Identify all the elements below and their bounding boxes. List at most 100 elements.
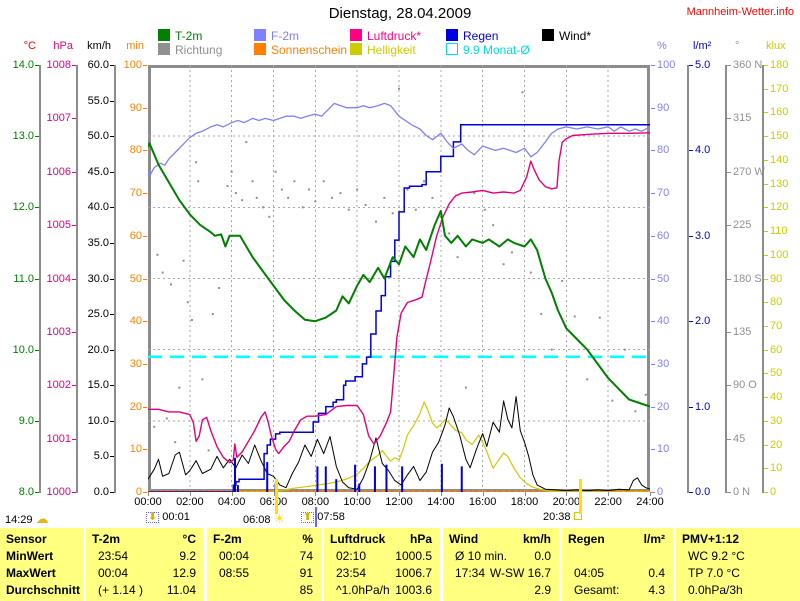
axis-line-brightness — [762, 65, 764, 493]
x-axis-label: 14:00 — [427, 496, 455, 508]
x-axis-tick — [148, 492, 149, 496]
series-richtung — [423, 180, 426, 183]
table-row: TP 7.0 °C — [676, 565, 800, 582]
axis-header-pressure: hPa — [53, 40, 73, 52]
site-link[interactable]: Mannheim-Wetter.info — [686, 6, 794, 18]
table-cell-right: 4.3 — [648, 583, 665, 597]
axis-tick-humidity: 60 — [657, 229, 670, 242]
axis-tick-direction: 360 N — [733, 59, 763, 71]
axis-tick-dash — [727, 438, 731, 440]
moonset-icon: ⬇ — [146, 512, 160, 523]
sun-icon: ☀ — [273, 511, 286, 526]
x-axis-tick — [315, 492, 317, 496]
axis-tick-wind: 45.0 — [87, 165, 109, 178]
table-cell-right: 1003.6 — [395, 583, 432, 597]
axis-tick-dash — [72, 438, 76, 440]
table-row-label: MinWert — [6, 549, 54, 563]
legend-label: T-2m — [175, 29, 203, 43]
axis-tick-brightness: 30 — [770, 414, 783, 427]
series-richtung — [561, 279, 564, 282]
x-axis-tick — [650, 492, 651, 496]
legend-label: Helligkeit — [367, 43, 416, 57]
table-header-row: Wind km/h — [443, 531, 559, 548]
axis-tick-brightness: 20 — [770, 438, 783, 451]
series-richtung — [234, 192, 237, 195]
axis-tick-humidity: 80 — [657, 144, 670, 157]
axis-tick-wind: 60.0 — [87, 59, 109, 71]
axis-tick-humidity: 10 — [657, 443, 670, 456]
series-richtung — [356, 188, 359, 191]
axis-tick-humidity: 40 — [657, 315, 670, 328]
table-row: 02:10 1000.5 — [324, 548, 440, 565]
sun-marker — [578, 479, 582, 514]
series-helligkeit — [148, 401, 650, 492]
x-axis-tick — [357, 492, 359, 496]
series-richtung — [255, 196, 258, 199]
legend-swatch-icon — [446, 43, 458, 55]
table-cell-right: 0.0 — [534, 549, 551, 563]
series-richtung — [153, 425, 156, 428]
axis-tick-sunshine: 30 — [129, 357, 142, 370]
axis-tick-dash — [764, 254, 768, 256]
series-richtung — [280, 188, 283, 191]
axis-tick-dash — [764, 88, 768, 90]
event-07-58: ⬆ 07:58 — [301, 511, 345, 523]
series-richtung — [230, 170, 233, 173]
legend-label: 9.9 Monat-Ø — [463, 43, 530, 57]
table-cell-left: 00:04 — [219, 549, 250, 563]
series-wind — [148, 396, 650, 492]
table-header-row: F-2m% — [207, 531, 321, 548]
legend-label: Wind* — [559, 29, 592, 43]
table-cell-right: 85 — [299, 583, 313, 597]
table-row-label: Sensor — [6, 532, 47, 546]
moon-marker — [314, 507, 317, 527]
axis-tick-rain: 4.0 — [695, 144, 711, 157]
series-richtung — [293, 180, 296, 183]
axis-tick-dash — [651, 65, 655, 66]
series-richtung — [211, 313, 214, 316]
table-cell-left: Ø 10 min. — [455, 549, 508, 563]
axis-tick-dash — [143, 107, 147, 109]
series-richtung — [529, 271, 532, 274]
axis-tick-dash — [35, 278, 39, 280]
x-axis-tick — [440, 492, 442, 496]
axis-tick-wind: 15.0 — [87, 379, 109, 392]
legend-item-f-2m: F-2m — [254, 29, 299, 43]
axis-tick-dash — [764, 278, 768, 280]
series-richtung — [510, 251, 513, 254]
axis-tick-temp: 9.0 — [18, 414, 34, 427]
x-axis-tick — [566, 492, 568, 496]
table-col-unit: l/m² — [643, 532, 665, 546]
x-axis-label: 20:00 — [552, 496, 581, 508]
table-col-header: F-2m — [213, 532, 242, 546]
series-richtung — [195, 161, 198, 164]
series-richtung — [456, 256, 459, 259]
axis-header-direction: ° — [735, 40, 740, 52]
table-cell-left: 23:54 — [336, 566, 367, 580]
event-time: 00:01 — [162, 511, 190, 523]
table-col-header: PMV+1:12 — [682, 532, 740, 546]
axis-tick-wind: 5.0 — [93, 450, 109, 463]
axis-tick-wind: 40.0 — [87, 201, 109, 214]
axis-header-rain: l/m² — [693, 40, 712, 52]
x-axis-tick — [482, 492, 484, 496]
x-axis-label: 02:00 — [176, 496, 204, 508]
axis-tick-dash — [110, 136, 114, 138]
axis-tick-dash — [35, 492, 39, 493]
axis-header-humidity: % — [657, 40, 667, 52]
legend-label: Sonnenschein — [271, 43, 348, 57]
series-richtung — [634, 410, 637, 413]
table-row: Gesamt: 4.3 — [562, 582, 673, 599]
axis-tick-brightness: 150 — [770, 130, 789, 143]
axis-tick-dash — [764, 302, 768, 304]
axis-tick-wind: 30.0 — [87, 272, 109, 285]
table-row: 23:54 9.2 — [86, 548, 204, 565]
table-cell-left: 02:10 — [336, 549, 367, 563]
series-richtung — [586, 378, 589, 381]
axis-tick-direction: 225 — [733, 219, 752, 232]
axis-tick-dash — [764, 349, 768, 351]
axis-tick-sunshine: 70 — [129, 187, 142, 200]
legend-label: Richtung — [175, 43, 223, 57]
axis-tick-brightness: 80 — [770, 296, 783, 309]
